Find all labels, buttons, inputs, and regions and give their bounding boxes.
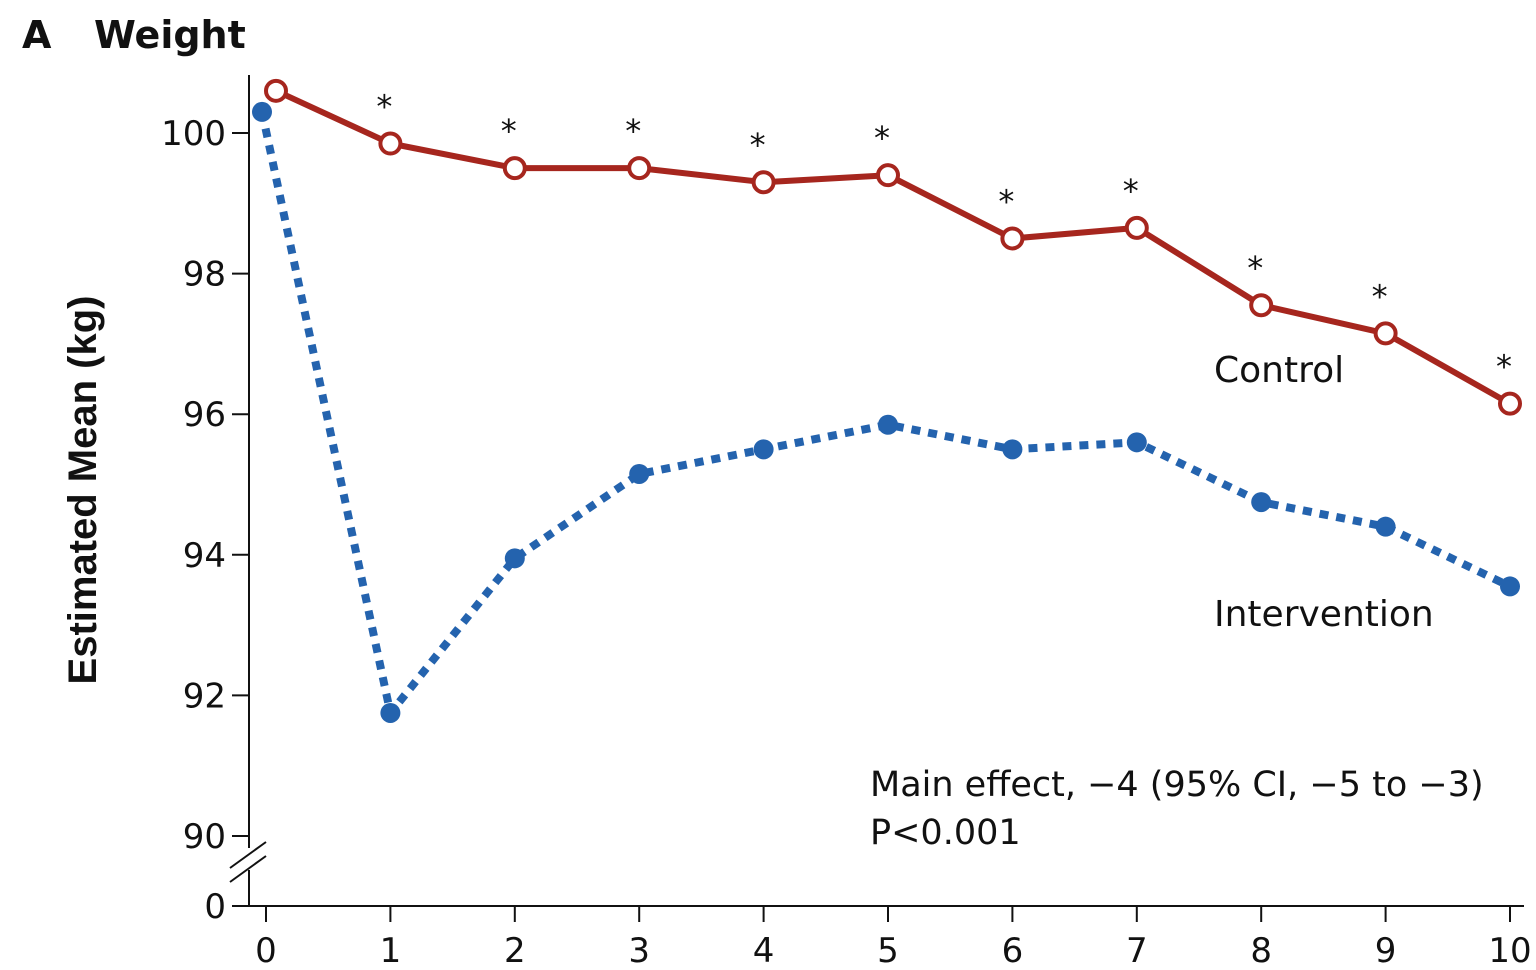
x-tick-label: 9 — [1375, 931, 1397, 970]
panel-letter: A — [22, 13, 52, 57]
p-value-annotation: P<0.001 — [870, 813, 1021, 853]
point-control-10 — [1498, 391, 1522, 416]
significance-star-1: * — [376, 88, 392, 126]
point-intervention-10 — [1500, 576, 1520, 597]
point-control-3 — [627, 156, 652, 181]
series-layer — [252, 78, 1522, 723]
point-intervention-3 — [629, 463, 650, 484]
point-intervention-6 — [1002, 439, 1023, 460]
x-tick-label: 4 — [753, 931, 775, 970]
y-tick-label: 92 — [183, 676, 226, 716]
significance-star-4: * — [750, 126, 766, 164]
point-control-8 — [1249, 293, 1274, 318]
legend-label-intervention: Intervention — [1214, 594, 1434, 635]
y-tick-label: 0 — [204, 887, 226, 927]
significance-star-7: * — [1123, 172, 1139, 210]
x-tick-label: 7 — [1126, 931, 1148, 970]
y-tick-label: 98 — [183, 255, 226, 295]
y-tick-label: 100 — [161, 114, 226, 154]
point-intervention-2 — [504, 548, 525, 569]
point-control-4 — [751, 170, 776, 195]
main-effect-annotation: Main effect, −4 (95% CI, −5 to −3) — [870, 765, 1484, 805]
significance-star-10: * — [1496, 348, 1512, 386]
x-tick-label: 6 — [1002, 931, 1024, 970]
point-control-5 — [876, 163, 900, 188]
x-tick-label: 10 — [1488, 931, 1531, 970]
point-control-6 — [1000, 226, 1025, 251]
x-tick-label: 5 — [877, 931, 899, 970]
significance-star-6: * — [998, 182, 1014, 220]
significance-star-8: * — [1247, 249, 1263, 287]
point-control-2 — [502, 156, 527, 181]
point-intervention-4 — [753, 439, 774, 460]
significance-markers: * * * * * * * * * * — [376, 88, 1512, 386]
y-axis-label: Estimated Mean (kg) — [61, 296, 105, 685]
point-intervention-8 — [1251, 492, 1272, 513]
y-ticks: 0 90 92 94 96 98 100 — [161, 114, 249, 927]
chart-title: Weight — [94, 13, 246, 57]
point-intervention-9 — [1375, 516, 1396, 537]
point-intervention-5 — [878, 414, 898, 435]
x-tick-label: 2 — [504, 931, 526, 970]
x-tick-label: 1 — [380, 931, 402, 970]
axis-break-icon — [229, 841, 267, 883]
point-control-9 — [1373, 321, 1398, 346]
point-intervention-1 — [380, 702, 401, 723]
point-intervention-0 — [252, 101, 272, 122]
y-tick-label: 94 — [183, 536, 226, 576]
y-tick-label: 90 — [183, 817, 226, 857]
x-ticks: 0 1 2 3 4 5 6 7 8 9 10 — [255, 906, 1532, 970]
y-tick-label: 96 — [183, 395, 226, 435]
significance-star-2: * — [501, 112, 517, 150]
point-intervention-7 — [1126, 432, 1147, 453]
x-tick-label: 3 — [628, 931, 650, 970]
x-tick-label: 8 — [1250, 931, 1272, 970]
significance-star-5: * — [874, 119, 890, 157]
significance-star-9: * — [1372, 277, 1388, 315]
point-control-7 — [1124, 215, 1149, 240]
x-tick-label: 0 — [255, 931, 277, 970]
significance-star-3: * — [625, 112, 641, 150]
legend-label-control: Control — [1214, 350, 1344, 391]
point-control-1 — [378, 131, 403, 156]
point-control-0 — [264, 78, 288, 103]
